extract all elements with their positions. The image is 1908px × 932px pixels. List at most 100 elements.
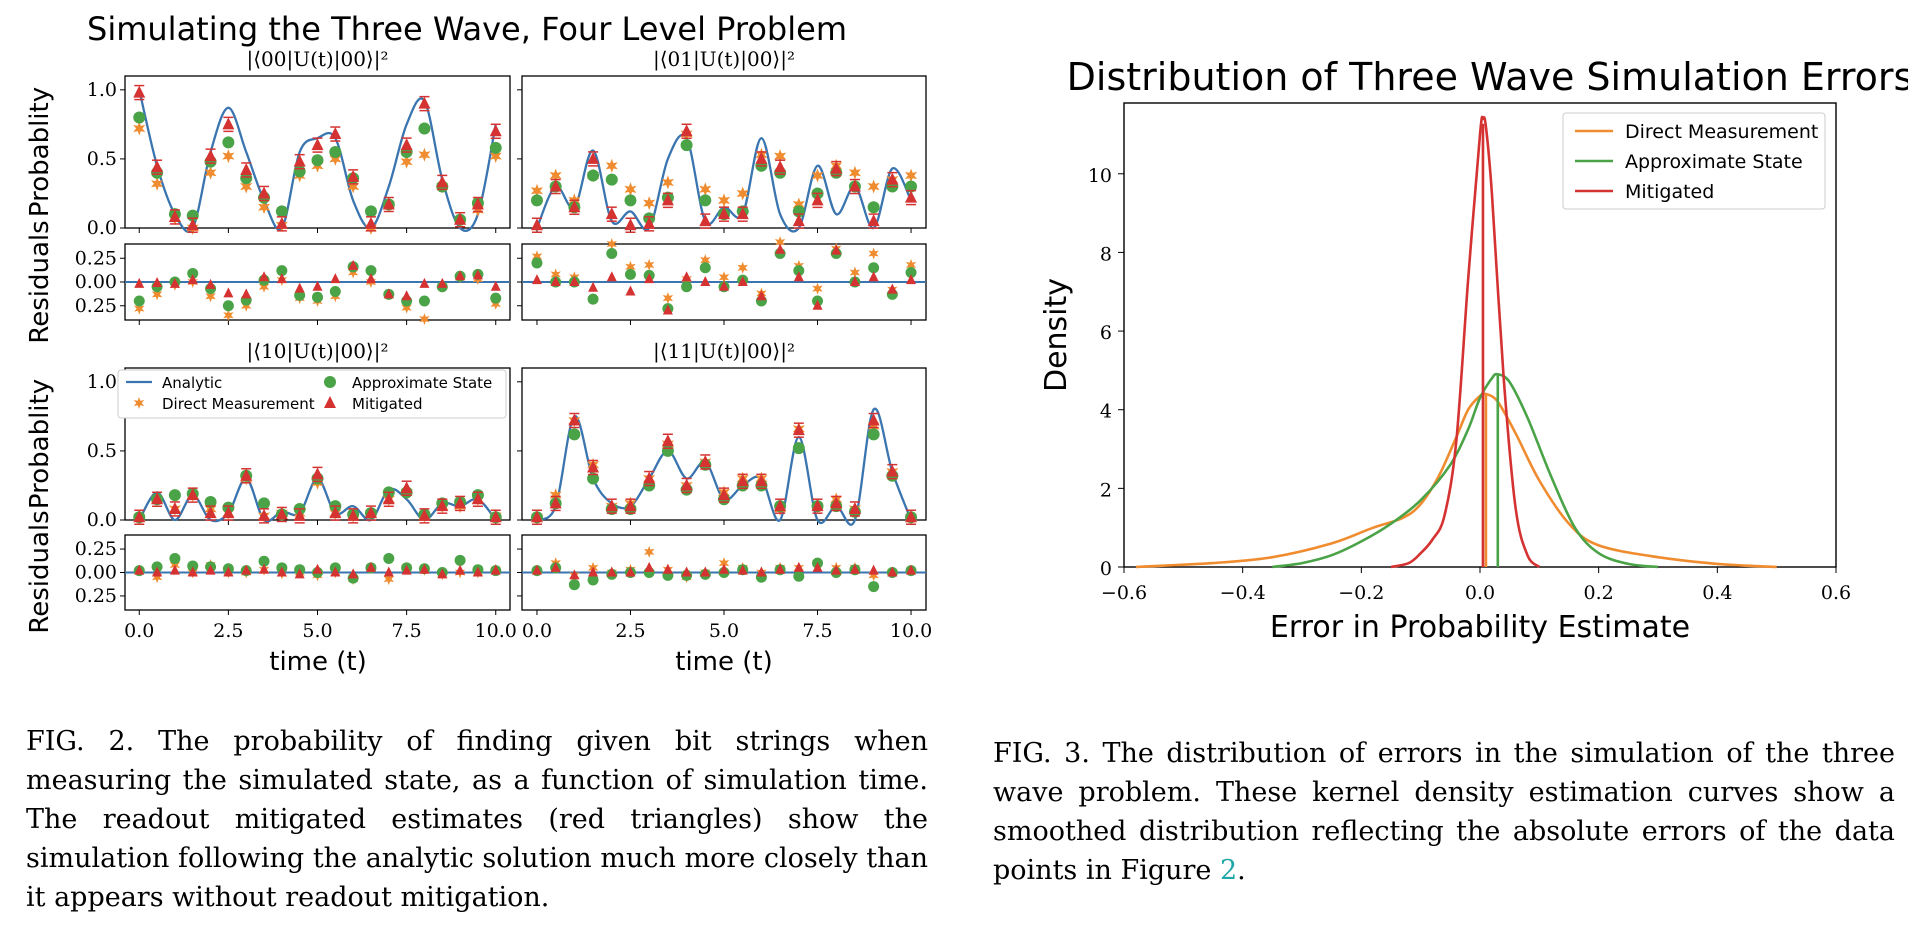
approximate-state-point	[568, 428, 581, 441]
mitigated-residual-point	[187, 566, 198, 577]
approximate-state-point	[240, 172, 253, 185]
direct-residual-point	[550, 268, 561, 281]
x-tick-label: 10.0	[890, 620, 932, 642]
mitigated-point	[549, 496, 562, 509]
mitigated-residual-point	[719, 563, 729, 574]
y-tick-label: 0.5	[87, 440, 117, 462]
mitigated-point	[222, 117, 235, 130]
mitigated-residual-point	[205, 278, 216, 289]
approximate-state-point	[329, 146, 342, 158]
mitigated-residual-point	[294, 568, 305, 579]
mitigated-point	[587, 460, 600, 473]
approximate-state-point	[680, 139, 693, 152]
mitigated-point	[151, 492, 164, 505]
legend-mitigated-swatch	[324, 396, 336, 408]
mitigated-point	[530, 218, 543, 231]
mitigated-point	[830, 161, 843, 174]
figure-2-reference-link[interactable]: 2	[1219, 855, 1238, 886]
direct-measurement-point	[400, 154, 413, 169]
mitigated-residual-point	[330, 273, 341, 284]
approximate-state-point	[293, 165, 306, 178]
direct-residual-point	[662, 292, 674, 305]
approximate-residual-point	[133, 295, 145, 307]
subplot-3: |⟨11|U(t)|00⟩|² 0.0 2.5 5.0 7.5 10.0	[517, 339, 932, 642]
mitigated-point	[329, 506, 342, 519]
mitigated-point	[454, 212, 467, 225]
probability-axis-label: Probablity	[25, 379, 55, 509]
mitigated-point	[530, 510, 543, 523]
approximate-residual-point	[868, 581, 880, 593]
mitigated-point	[605, 499, 618, 512]
direct-measurement-point	[549, 168, 562, 183]
direct-residual-point	[718, 271, 730, 284]
direct-measurement-point	[624, 182, 637, 197]
direct-measurement-point	[867, 419, 880, 433]
approximate-residual-point	[568, 579, 580, 591]
approximate-state-point	[905, 180, 918, 193]
x-tick-label: 10.0	[475, 620, 517, 642]
direct-measurement-point	[530, 183, 543, 198]
kde-curve-1	[1272, 372, 1659, 569]
x-tick-label: −0.6	[1101, 582, 1147, 604]
mitigated-point	[605, 207, 618, 220]
mitigated-residual-point	[134, 564, 145, 575]
mitigated-residual-point	[152, 566, 163, 577]
approximate-residual-point	[312, 291, 323, 303]
x-tick-label: 0.0	[1465, 582, 1495, 604]
direct-measurement-point	[151, 176, 164, 191]
x-axis-label: Error in Probability Estimate	[1270, 610, 1690, 645]
approximate-residual-point	[454, 554, 466, 566]
mitigated-point	[168, 501, 181, 514]
approximate-state-point	[530, 194, 543, 207]
mitigated-residual-point	[276, 273, 287, 284]
approximate-state-point	[418, 122, 431, 135]
mitigated-point	[699, 454, 712, 467]
approximate-state-point	[587, 472, 600, 485]
approximate-residual-point	[793, 265, 805, 277]
subplot-2: |⟨10|U(t)|00⟩|² 1.0 0.5 0.0 0.250.000.25 0.0 2…	[75, 339, 517, 642]
legend-label: Approximate State	[1625, 151, 1803, 173]
approximate-residual-point	[868, 262, 880, 274]
x-tick-label: 7.5	[392, 620, 422, 642]
mitigated-point	[347, 169, 360, 182]
mitigated-point	[624, 499, 637, 512]
probability-axis-label: Probablity	[25, 87, 55, 217]
approximate-residual-point	[587, 293, 599, 305]
mitigated-residual-point	[831, 244, 842, 255]
approximate-residual-point	[606, 248, 618, 259]
legend-label: Mitigated	[1625, 181, 1714, 203]
approximate-residual-point	[905, 267, 917, 278]
mitigated-residual-point	[887, 566, 898, 577]
approximate-state-point	[222, 136, 235, 149]
mitigated-residual-point	[276, 566, 287, 577]
approximate-state-point	[204, 496, 217, 509]
direct-residual-point	[625, 260, 636, 273]
mitigated-residual-point	[588, 281, 599, 292]
y-tick-label: 0.0	[87, 509, 117, 531]
approximate-residual-point	[681, 281, 693, 293]
mitigated-residual-point	[775, 243, 786, 254]
mitigated-residual-point	[312, 563, 323, 574]
mitigated-residual-point	[472, 269, 483, 280]
mitigated-residual-point	[887, 283, 898, 294]
mitigated-point	[643, 471, 656, 484]
mitigated-point	[240, 162, 253, 175]
mitigated-point	[382, 197, 395, 210]
mitigated-point	[848, 179, 861, 192]
figure-3-caption: FIG. 3. The distribution of errors in th…	[993, 734, 1895, 890]
mitigated-residual-point	[169, 277, 180, 288]
mitigated-point	[792, 423, 805, 436]
mitigated-residual-point	[259, 563, 270, 574]
direct-measurement-point	[867, 179, 880, 194]
direct-measurement-point	[258, 200, 271, 215]
mitigated-residual-point	[644, 561, 655, 572]
mitigated-residual-point	[849, 276, 860, 286]
mitigated-point	[587, 151, 600, 164]
mitigated-residual-point	[868, 271, 879, 282]
mitigated-point	[186, 218, 199, 231]
legend: Analytic Direct Measurement Approximate St…	[117, 369, 507, 419]
mitigated-residual-point	[490, 564, 501, 575]
legend-label: Direct Measurement	[1625, 121, 1818, 143]
mitigated-residual-point	[455, 564, 466, 575]
direct-measurement-point	[605, 158, 618, 173]
